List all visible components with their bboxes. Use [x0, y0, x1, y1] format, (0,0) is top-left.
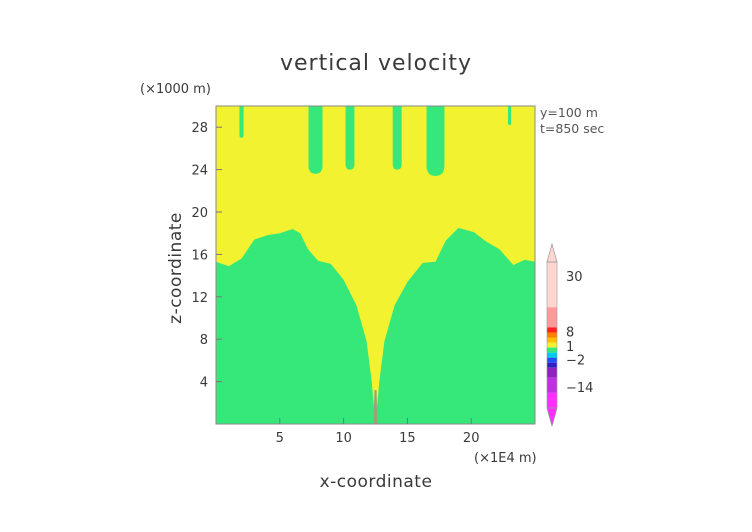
y-tick-label-24: 24 [191, 164, 208, 179]
colorbar-label-0: 30 [566, 270, 583, 285]
finger-7.8 [308, 106, 323, 174]
colorbar-band-5 [547, 342, 557, 348]
colorbar-band-9 [547, 362, 557, 368]
finger-14.2 [392, 106, 402, 170]
annotation-location: y=100 m [540, 105, 598, 120]
colorbar-label-4: −14 [566, 381, 593, 396]
plot-frame [215, 105, 536, 425]
x-tick-label-15: 15 [399, 431, 416, 446]
x-tick-label-10: 10 [335, 431, 352, 446]
x-tick-label-20: 20 [463, 431, 480, 446]
core-column [373, 390, 378, 424]
x-tick-label-5: 5 [276, 431, 284, 446]
y-tick-label-28: 28 [191, 121, 208, 136]
x-unit-label: (×1E4 m) [474, 451, 537, 466]
plot-area [216, 106, 535, 424]
colorbar-band-6 [547, 347, 557, 353]
axes: 5 10 15 20 4 8 12 16 20 24 28 [191, 105, 536, 446]
colorbar-band-4 [547, 337, 557, 343]
colorbar-band-10 [547, 367, 557, 378]
y-tick-label-16: 16 [191, 248, 208, 263]
colorbar-band-12 [547, 392, 557, 408]
colorbar-bottom-arrow [546, 407, 558, 428]
colorbar-band-0 [547, 262, 557, 308]
y-unit-label: (×1000 m) [140, 82, 211, 97]
y-tick-label-4: 4 [200, 376, 208, 391]
finger-2 [239, 106, 244, 138]
y-tick-label-8: 8 [200, 333, 208, 348]
plot-fill-group [216, 106, 535, 424]
colorbar-band-11 [547, 377, 557, 393]
finger-23 [507, 106, 512, 126]
colorbar-band-1 [547, 307, 557, 328]
finger-17.2 [426, 106, 445, 176]
y-axis-label: z-coordinate [166, 212, 186, 324]
colorbar: 30 81−2 −14 [546, 242, 593, 428]
chart-title: vertical velocity [280, 51, 472, 76]
finger-10.5 [345, 106, 355, 170]
colorbar-band-2 [547, 327, 557, 333]
y-tick-label-12: 12 [191, 291, 208, 306]
colorbar-band-8 [547, 357, 557, 363]
colorbar-label-2: 1 [566, 340, 574, 355]
colorbar-label-3: −2 [566, 354, 585, 369]
colorbar-band-7 [547, 352, 557, 358]
x-axis-label: x-coordinate [320, 472, 433, 492]
colorbar-label-1: 8 [566, 325, 574, 340]
y-tick-label-20: 20 [191, 206, 208, 221]
colorbar-frame [546, 261, 558, 409]
downdraft-region [216, 227, 535, 424]
annotation-time: t=850 sec [540, 121, 604, 136]
colorbar-top-arrow [546, 242, 558, 263]
colorbar-band-3 [547, 332, 557, 338]
